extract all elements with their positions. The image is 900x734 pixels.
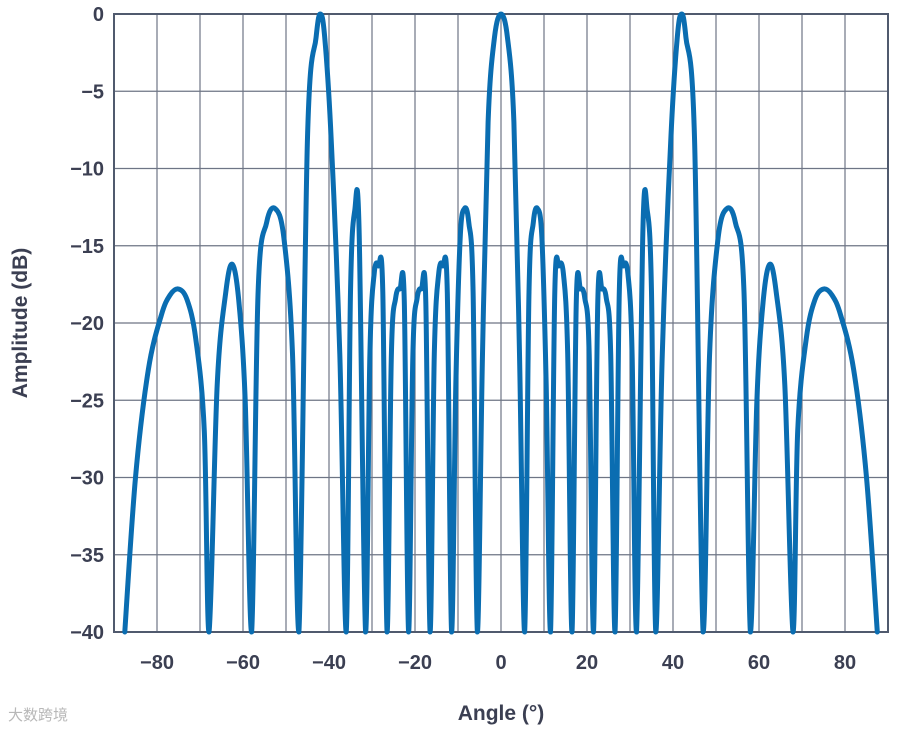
- x-tick-label: 80: [834, 652, 856, 674]
- x-tick-label: −20: [398, 652, 432, 674]
- y-tick-label: −20: [70, 313, 104, 335]
- y-tick-label: −30: [70, 468, 104, 490]
- y-tick-label: −10: [70, 159, 104, 181]
- y-tick-label: −35: [70, 545, 104, 567]
- x-tick-label: 0: [495, 652, 506, 674]
- x-tick-labels: −80 −60 −40 −20 0 20 40 60 80: [140, 652, 856, 674]
- grid: [114, 13, 888, 633]
- y-tick-label: −5: [81, 81, 104, 103]
- y-tick-label: −15: [70, 236, 104, 258]
- x-tick-label: 60: [748, 652, 770, 674]
- x-tick-label: 40: [662, 652, 684, 674]
- x-axis-label: Angle (°): [458, 702, 545, 725]
- y-tick-label: −25: [70, 390, 104, 412]
- y-tick-label: 0: [93, 4, 104, 26]
- x-tick-label: −80: [140, 652, 174, 674]
- y-axis-label: Amplitude (dB): [9, 248, 32, 398]
- x-tick-label: −60: [226, 652, 260, 674]
- series-line: [122, 11, 880, 635]
- y-tick-labels: 0 −5 −10 −15 −20 −25 −30 −35 −40: [70, 4, 104, 644]
- x-tick-label: −40: [312, 652, 346, 674]
- series-group: [122, 11, 880, 635]
- x-tick-label: 20: [576, 652, 598, 674]
- y-tick-label: −40: [70, 622, 104, 644]
- watermark: 大数跨境: [8, 706, 69, 724]
